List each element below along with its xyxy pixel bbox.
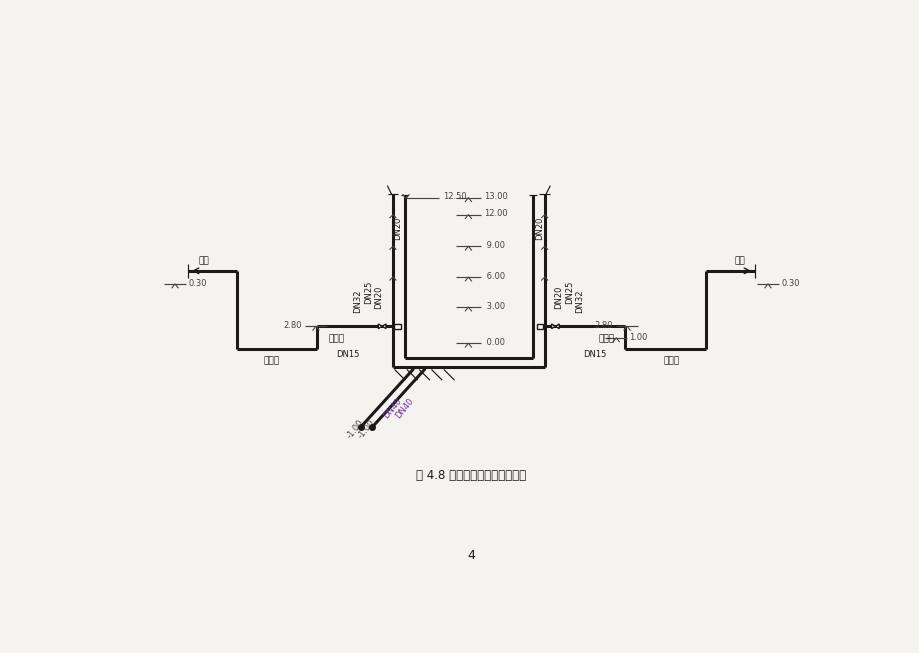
Text: DN40: DN40 xyxy=(381,396,403,420)
Text: 洗涤盆: 洗涤盆 xyxy=(597,334,614,343)
Text: 12.50: 12.50 xyxy=(443,193,466,201)
Text: DN20: DN20 xyxy=(553,286,562,310)
Text: 浴盆: 浴盆 xyxy=(733,257,744,265)
Polygon shape xyxy=(551,324,555,328)
Text: 1.00: 1.00 xyxy=(629,332,647,342)
Text: DN25: DN25 xyxy=(363,281,372,304)
Text: 4: 4 xyxy=(467,549,475,562)
Text: 洗脸盆: 洗脸盆 xyxy=(663,357,679,366)
Text: DN40: DN40 xyxy=(393,396,414,420)
Text: 9.00: 9.00 xyxy=(483,241,505,250)
Polygon shape xyxy=(378,324,381,328)
Text: DN25: DN25 xyxy=(564,281,573,304)
Text: DN15: DN15 xyxy=(336,349,359,358)
Text: -1.00: -1.00 xyxy=(357,417,377,440)
Bar xyxy=(394,324,401,329)
Text: 洗涤盆: 洗涤盆 xyxy=(328,334,345,343)
Text: 0.00: 0.00 xyxy=(483,338,505,347)
Text: DN32: DN32 xyxy=(353,290,362,313)
Text: 12.00: 12.00 xyxy=(483,210,507,218)
Text: 洗脸盆: 洗脸盆 xyxy=(263,357,279,366)
Polygon shape xyxy=(381,324,386,328)
Text: DN20: DN20 xyxy=(374,286,383,310)
Polygon shape xyxy=(555,324,559,328)
Text: 6.00: 6.00 xyxy=(483,272,505,281)
Text: 13.00: 13.00 xyxy=(483,193,507,201)
Text: 3.00: 3.00 xyxy=(483,302,505,311)
Text: DN32: DN32 xyxy=(575,290,584,313)
Text: DN20: DN20 xyxy=(392,217,402,240)
Text: -1.00: -1.00 xyxy=(345,417,365,440)
Text: 2.80: 2.80 xyxy=(594,321,613,330)
Text: DN20: DN20 xyxy=(535,217,544,240)
Text: 浴盆: 浴盆 xyxy=(198,257,209,265)
Text: 图 4.8 中间单元热水系统轴测图: 图 4.8 中间单元热水系统轴测图 xyxy=(416,469,526,482)
Bar xyxy=(537,324,542,329)
Text: DN15: DN15 xyxy=(583,349,606,358)
Text: 0.30: 0.30 xyxy=(780,279,799,288)
Text: 0.30: 0.30 xyxy=(187,279,207,288)
Text: 2.80: 2.80 xyxy=(283,321,301,330)
